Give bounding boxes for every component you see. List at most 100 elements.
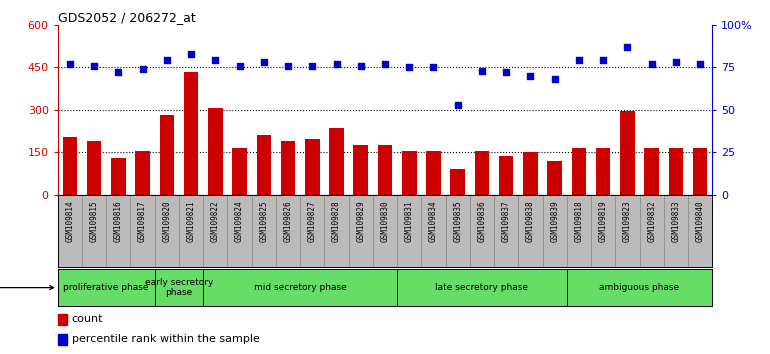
- Text: GSM109833: GSM109833: [671, 200, 681, 242]
- Bar: [227, 195, 252, 267]
- Text: late secretory phase: late secretory phase: [436, 283, 528, 292]
- Bar: [596, 148, 611, 195]
- Point: [403, 64, 415, 70]
- Point: [282, 63, 294, 68]
- Text: GSM109823: GSM109823: [623, 200, 632, 242]
- Text: GSM109825: GSM109825: [259, 200, 268, 242]
- Bar: [373, 195, 397, 267]
- Bar: [470, 195, 494, 267]
- Bar: [620, 111, 634, 195]
- Bar: [106, 195, 130, 267]
- Point: [64, 61, 76, 67]
- Text: GSM109821: GSM109821: [186, 200, 196, 242]
- Point: [694, 61, 706, 67]
- Bar: [567, 269, 712, 306]
- Text: GSM109828: GSM109828: [332, 200, 341, 242]
- Text: early secretory
phase: early secretory phase: [145, 278, 213, 297]
- Bar: [203, 195, 227, 267]
- Text: ambiguous phase: ambiguous phase: [600, 283, 680, 292]
- Bar: [324, 195, 349, 267]
- Point: [670, 59, 682, 65]
- Text: GSM109836: GSM109836: [477, 200, 487, 242]
- Bar: [62, 137, 77, 195]
- Point: [597, 58, 609, 63]
- Bar: [305, 139, 320, 195]
- Bar: [421, 195, 446, 267]
- Point: [621, 44, 634, 50]
- Text: GDS2052 / 206272_at: GDS2052 / 206272_at: [58, 11, 196, 24]
- Text: count: count: [72, 314, 103, 324]
- Bar: [499, 156, 514, 195]
- Text: GSM109838: GSM109838: [526, 200, 535, 242]
- Text: percentile rank within the sample: percentile rank within the sample: [72, 334, 259, 344]
- Bar: [58, 269, 155, 306]
- Bar: [494, 195, 518, 267]
- Bar: [87, 141, 102, 195]
- Point: [548, 76, 561, 82]
- Text: GSM109832: GSM109832: [647, 200, 656, 242]
- Bar: [256, 135, 271, 195]
- Text: mid secretory phase: mid secretory phase: [254, 283, 346, 292]
- Point: [476, 68, 488, 74]
- Text: GSM109818: GSM109818: [574, 200, 584, 242]
- Text: GSM109839: GSM109839: [551, 200, 559, 242]
- Bar: [378, 145, 392, 195]
- Point: [645, 61, 658, 67]
- Text: GSM109837: GSM109837: [502, 200, 511, 242]
- Point: [136, 66, 149, 72]
- Bar: [518, 195, 543, 267]
- Bar: [397, 269, 567, 306]
- Text: GSM109824: GSM109824: [235, 200, 244, 242]
- Point: [185, 51, 197, 57]
- Text: GSM109830: GSM109830: [380, 200, 390, 242]
- Point: [258, 59, 270, 65]
- Bar: [567, 195, 591, 267]
- Bar: [130, 195, 155, 267]
- Point: [306, 63, 319, 68]
- Text: GSM109819: GSM109819: [598, 200, 608, 242]
- Bar: [155, 195, 179, 267]
- Text: other: other: [0, 282, 54, 293]
- Text: GSM109834: GSM109834: [429, 200, 438, 242]
- Bar: [523, 152, 537, 195]
- Bar: [349, 195, 373, 267]
- Text: GSM109827: GSM109827: [308, 200, 316, 242]
- Bar: [82, 195, 106, 267]
- Bar: [615, 195, 640, 267]
- Bar: [58, 314, 67, 325]
- Point: [524, 73, 537, 79]
- Bar: [203, 269, 397, 306]
- Bar: [58, 334, 67, 346]
- Bar: [397, 195, 421, 267]
- Bar: [688, 195, 712, 267]
- Text: GSM109826: GSM109826: [283, 200, 293, 242]
- Bar: [276, 195, 300, 267]
- Bar: [184, 72, 199, 195]
- Text: GSM109840: GSM109840: [695, 200, 705, 242]
- Bar: [155, 269, 203, 306]
- Point: [88, 63, 100, 68]
- Bar: [402, 151, 417, 195]
- Point: [209, 58, 222, 63]
- Bar: [159, 115, 174, 195]
- Bar: [330, 128, 343, 195]
- Text: GSM109829: GSM109829: [357, 200, 365, 242]
- Point: [233, 63, 246, 68]
- Point: [330, 61, 343, 67]
- Bar: [252, 195, 276, 267]
- Bar: [640, 195, 664, 267]
- Bar: [664, 195, 688, 267]
- Bar: [474, 151, 489, 195]
- Text: GSM109831: GSM109831: [405, 200, 413, 242]
- Text: GSM109816: GSM109816: [114, 200, 123, 242]
- Text: GSM109814: GSM109814: [65, 200, 75, 242]
- Point: [355, 63, 367, 68]
- Bar: [668, 148, 683, 195]
- Text: GSM109815: GSM109815: [89, 200, 99, 242]
- Bar: [233, 148, 247, 195]
- Text: GSM109822: GSM109822: [211, 200, 219, 242]
- Point: [427, 64, 440, 70]
- Bar: [136, 151, 150, 195]
- Bar: [427, 151, 440, 195]
- Text: GSM109817: GSM109817: [138, 200, 147, 242]
